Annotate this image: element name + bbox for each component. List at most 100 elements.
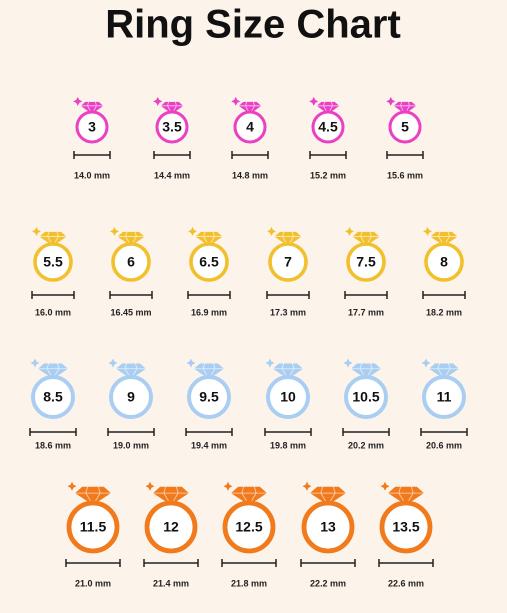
measure-line [221,559,277,567]
ring-item: 11 20.6 mm [420,358,468,450]
ring-diameter: 19.8 mm [270,440,306,450]
ring-diameter: 17.7 mm [348,307,384,317]
sparkle [345,226,354,236]
ring-diameter: 15.6 mm [387,170,423,180]
ring-diameter: 18.6 mm [35,440,71,450]
measure-line [153,151,191,159]
diamond [316,101,340,114]
ring-item: 11.5 21.0 mm [65,481,121,588]
ring [344,375,388,419]
ring-size: 7.5 [356,254,376,270]
ring [31,375,75,419]
diamond [38,363,68,379]
ring-diameter: 18.2 mm [426,307,462,317]
diamond [231,486,267,505]
ring [301,500,355,554]
diamond [430,231,458,246]
ring-diameter: 14.8 mm [232,170,268,180]
sparkle [267,226,276,236]
ring [75,110,109,144]
ring-diameter: 16.0 mm [35,307,71,317]
ring-size: 3.5 [162,119,182,135]
ring [189,242,229,282]
sparkle [231,96,241,106]
diamond [116,363,146,379]
ring-size: 11.5 [80,519,107,535]
ring-item: 4 14.8 mm [231,96,269,180]
ring-size: 3 [88,119,96,135]
ring-diameter: 14.0 mm [74,170,110,180]
sparkle [32,226,41,236]
diamond [352,231,380,246]
measure-line [143,559,199,567]
ring [33,242,73,282]
sparkle [380,481,390,491]
ring-size: 7 [284,254,292,270]
ring-item: 8 18.2 mm [422,226,466,317]
sparkle [186,358,196,368]
measure-line [65,559,121,567]
sparkle [309,96,319,106]
ring-diameter: 22.6 mm [388,578,424,588]
ring [187,375,231,419]
measure-line [422,291,466,299]
title: Ring Size Chart [105,3,401,47]
ring-size: 13.5 [392,519,419,535]
ring-size: 8 [440,254,448,270]
ring-item: 12 21.4 mm [143,481,199,588]
diamond [160,101,184,114]
ring-diameter: 16.9 mm [191,307,227,317]
ring-diameter: 21.0 mm [75,578,111,588]
ring-size: 10.5 [352,389,379,405]
ring-item: 10.5 20.2 mm [342,358,390,450]
ring [109,375,153,419]
ring-size: 5 [401,119,409,135]
ring [111,242,151,282]
ring [233,110,267,144]
ring [346,242,386,282]
measure-line [264,428,312,436]
sparkle [67,481,77,491]
ring-item: 5.5 16.0 mm [31,226,75,317]
measure-line [231,151,269,159]
ring-diameter: 22.2 mm [310,578,346,588]
ring-size: 12.5 [235,519,262,535]
ring-size: 6 [127,254,135,270]
ring-diameter: 16.45 mm [110,307,151,317]
ring-size: 13 [320,519,336,535]
sparkle [110,226,119,236]
sparkle [265,358,275,368]
ring-item: 13 22.2 mm [300,481,356,588]
ring-item: 5 15.6 mm [386,96,424,180]
diamond [273,363,303,379]
measure-line [31,291,75,299]
ring [388,110,422,144]
ring-size: 4.5 [318,119,338,135]
ring-diameter: 19.0 mm [113,440,149,450]
sparkle [188,226,197,236]
ring [311,110,345,144]
ring [155,110,189,144]
measure-line [420,428,468,436]
ring-item: 6.5 16.9 mm [187,226,231,317]
diamond [195,231,223,246]
measure-line [73,151,111,159]
ring-size: 6.5 [199,254,219,270]
ring-item: 13.5 22.6 mm [378,481,434,588]
ring-item: 7.5 17.7 mm [344,226,388,317]
ring-item: 3.5 14.4 mm [153,96,191,180]
diamond [351,363,381,379]
ring-size: 11 [437,389,452,405]
sparkle [302,481,312,491]
ring-item: 9.5 19.4 mm [185,358,233,450]
sparkle [386,96,396,106]
diamond [153,486,189,505]
ring-item: 9 19.0 mm [107,358,155,450]
measure-line [309,151,347,159]
ring-item: 3 14.0 mm [73,96,111,180]
diamond [75,486,111,505]
sparkle [423,226,432,236]
ring-diameter: 20.6 mm [426,440,462,450]
measure-line [300,559,356,567]
diamond [39,231,67,246]
